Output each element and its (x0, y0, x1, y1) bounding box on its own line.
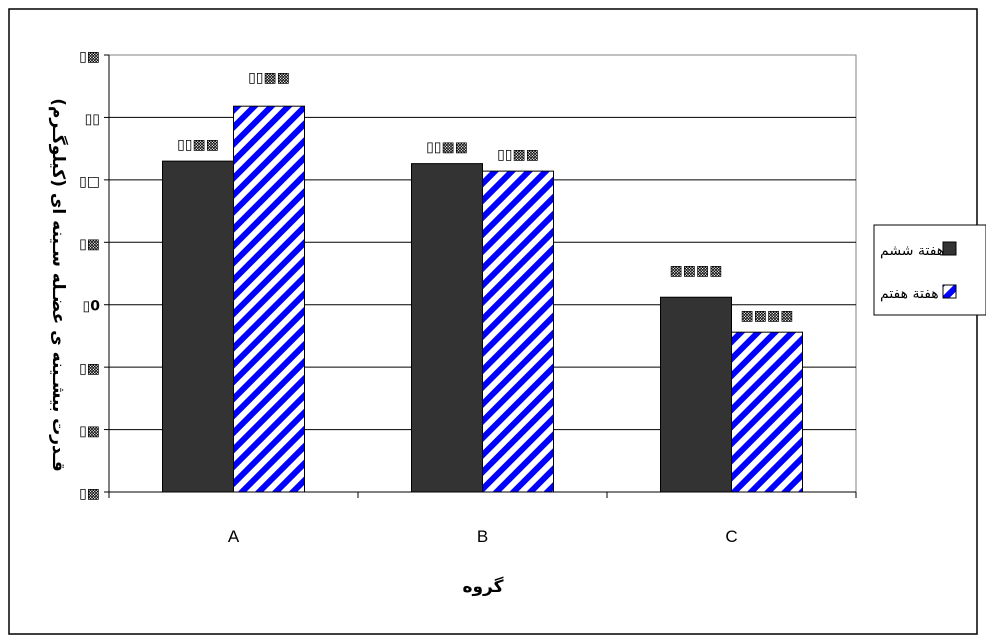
bar-C-series-2 (731, 331, 803, 493)
data-label-B-series-1: ▯▯▩▩ (426, 140, 468, 156)
data-label-C-series-2: ▩▩▩▩ (741, 308, 794, 324)
data-labels: ▯▯▩▩ ▯▯▩▩ ▯▯▩▩ ▯▯▩▩ ▩▩▩▩ ▩▩▩▩ (177, 70, 793, 324)
bar-B-series-1 (411, 163, 483, 493)
y-axis-title: قـدرت بیشـینه ی عضـله سـینه ای (کیلوگـرم… (48, 98, 69, 472)
data-label-B-series-2: ▯▯▩▩ (497, 147, 539, 163)
legend-swatch-series-1 (942, 241, 957, 256)
y-tick-label: ▯▩ (79, 49, 100, 65)
x-tick-label: C (725, 527, 737, 546)
bars (162, 105, 803, 493)
bar-B-series-2 (482, 170, 554, 493)
y-tick-label: ▯▯ (85, 111, 100, 127)
y-tick-label: ▯▩ (79, 361, 100, 377)
legend-swatch-series-2 (942, 284, 957, 299)
data-label-A-series-2: ▯▯▩▩ (248, 70, 290, 86)
legend-label-series-2: هفتة هفتم (880, 286, 939, 302)
data-label-A-series-1: ▯▯▩▩ (177, 137, 219, 153)
y-tick-label: ▯▩ (79, 424, 100, 440)
bar-C-series-1 (660, 296, 732, 493)
x-tick-label: A (228, 527, 240, 546)
x-tick-label: B (477, 527, 488, 546)
x-axis-title: گروه (462, 576, 503, 597)
y-tick-label: ▯□ (79, 174, 100, 190)
legend-box (873, 224, 986, 316)
axes: ▯▩ ▯▩ ▯▩ ▯0 ▯▩ ▯□ ▯▯ ▯▩ A B C (79, 49, 857, 546)
y-tick-label: ▯0 (83, 299, 101, 315)
legend: هفتة ششم هفتة هفتم (873, 224, 986, 316)
y-tick-label: ▯▩ (79, 486, 100, 502)
legend-label-series-1: هفتة ششم (880, 243, 944, 259)
bar-A-series-2 (233, 105, 305, 493)
bar-A-series-1 (162, 160, 234, 493)
data-label-C-series-1: ▩▩▩▩ (670, 263, 723, 279)
y-tick-label: ▯▩ (79, 236, 100, 252)
